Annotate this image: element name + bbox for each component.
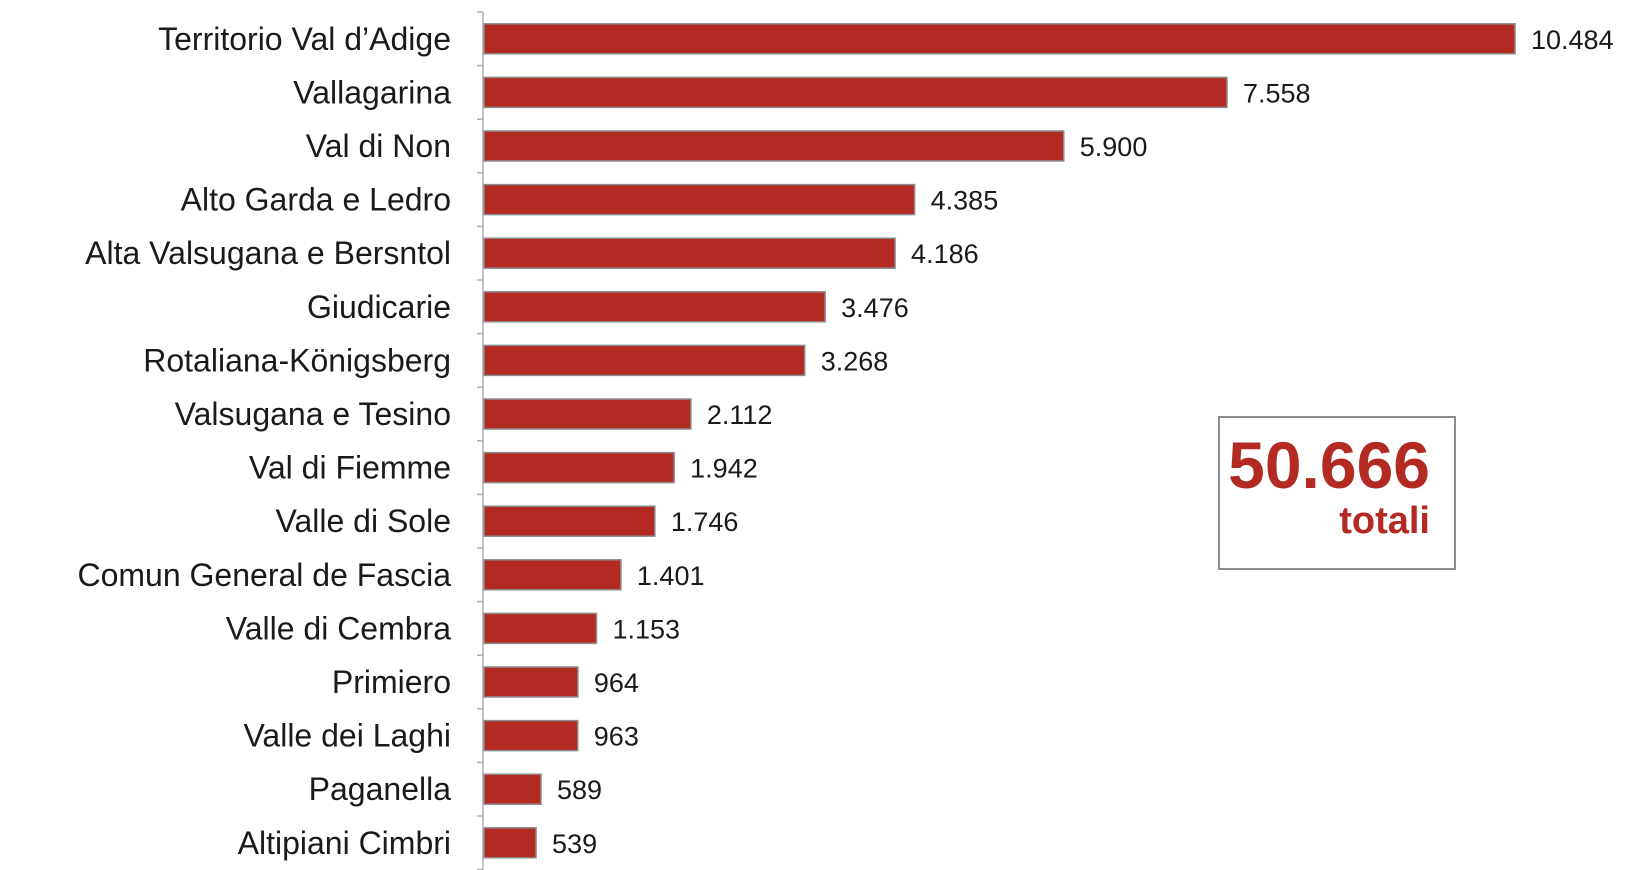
total-caption: totali: [1339, 500, 1430, 542]
category-label: Valle di Cembra: [226, 610, 451, 646]
bar: [483, 559, 622, 591]
data-label: 1.153: [612, 614, 680, 644]
bar: [483, 505, 656, 537]
category-label: Rotaliana-Königsberg: [143, 342, 451, 378]
bar: [483, 76, 1228, 109]
bar: [483, 666, 579, 698]
data-label: 3.476: [841, 293, 909, 323]
bar: [483, 23, 1516, 55]
category-label: Giudicarie: [307, 289, 451, 325]
bar: [483, 451, 675, 484]
data-label: 1.942: [690, 454, 758, 484]
data-label: 7.558: [1243, 78, 1311, 108]
category-label: Alta Valsugana e Bersntol: [85, 235, 451, 271]
bar: [483, 612, 598, 645]
category-label: Vallagarina: [293, 74, 451, 110]
category-label: Valle dei Laghi: [243, 718, 451, 754]
y-axis: [477, 11, 484, 870]
data-label: 589: [557, 775, 602, 805]
data-label: 5.900: [1080, 132, 1148, 162]
data-label: 10.484: [1531, 25, 1614, 55]
data-label: 4.385: [931, 186, 999, 216]
data-label: 539: [552, 829, 597, 859]
total-summary-box: 50.666 totali: [1218, 416, 1456, 570]
data-label: 1.746: [671, 507, 739, 537]
bar: [483, 291, 826, 323]
category-label: Territorio Val d’Adige: [158, 21, 451, 57]
category-label: Comun General de Fascia: [77, 557, 451, 593]
bar: [483, 344, 806, 377]
bar: [483, 398, 692, 430]
bar: [483, 183, 916, 216]
category-label: Val di Fiemme: [249, 450, 451, 486]
bar: [483, 237, 896, 269]
data-label: 3.268: [821, 346, 889, 376]
category-label: Valle di Sole: [275, 503, 451, 539]
data-label: 4.186: [911, 239, 979, 269]
bar: [483, 130, 1065, 162]
bar: [483, 719, 579, 752]
category-label: Primiero: [332, 664, 451, 700]
data-label: 1.401: [637, 561, 705, 591]
bar: [483, 773, 542, 805]
total-value: 50.666: [1228, 428, 1430, 502]
category-label: Altipiani Cimbri: [238, 825, 451, 861]
bar: [483, 827, 537, 859]
data-label: 963: [594, 722, 639, 752]
category-label: Paganella: [309, 771, 452, 807]
category-label: Val di Non: [306, 128, 451, 164]
data-label: 2.112: [707, 400, 773, 430]
category-label: Valsugana e Tesino: [175, 396, 451, 432]
data-label: 964: [594, 668, 639, 698]
category-labels: Territorio Val d’Adige Vallagarina Val di …: [77, 21, 451, 861]
category-label: Alto Garda e Ledro: [181, 182, 451, 218]
bars: [483, 23, 1516, 859]
